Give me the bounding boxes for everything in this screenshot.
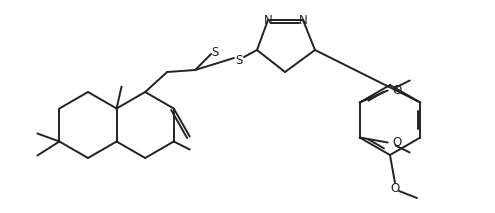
Text: O: O	[393, 84, 402, 97]
Text: S: S	[235, 53, 243, 66]
Text: O: O	[393, 136, 402, 149]
Text: S: S	[211, 46, 219, 59]
Text: O: O	[391, 181, 399, 194]
Text: N: N	[264, 13, 272, 26]
Text: N: N	[298, 13, 307, 26]
